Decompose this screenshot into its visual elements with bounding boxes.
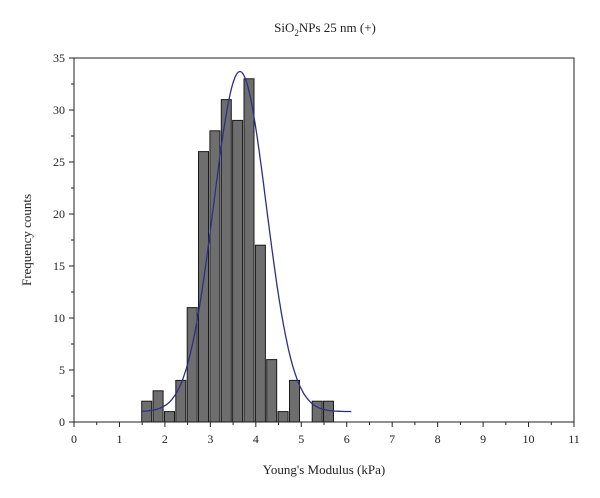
bar-10 <box>254 244 266 423</box>
y-axis: 0 5 10 15 20 25 30 35 <box>53 51 74 429</box>
y-tick-label: 5 <box>59 363 65 377</box>
plot-frame <box>73 57 575 423</box>
y-tick-label: 30 <box>53 103 65 117</box>
bar-16 <box>323 400 334 423</box>
bar-13 <box>289 379 300 423</box>
x-tick-label: 5 <box>298 432 304 446</box>
x-tick-label: 8 <box>435 432 441 446</box>
bar-15 <box>311 400 323 423</box>
x-axis-title: Young's Modulus (kPa) <box>263 462 385 477</box>
bar-11 <box>266 359 278 423</box>
bars-group <box>141 78 334 423</box>
bar-2 <box>164 411 175 423</box>
x-tick-label: 6 <box>344 432 350 446</box>
y-axis-title: Frequency counts <box>19 194 34 286</box>
x-tick-label: 9 <box>480 432 486 446</box>
x-tick-label: 0 <box>71 432 77 446</box>
y-tick-label: 0 <box>59 415 65 429</box>
bar-3 <box>175 379 187 423</box>
bar-6 <box>209 130 221 423</box>
y-tick-label: 35 <box>53 51 65 65</box>
x-tick-label: 7 <box>389 432 395 446</box>
x-tick-label: 3 <box>207 432 213 446</box>
x-tick-label: 1 <box>116 432 122 446</box>
bar-7 <box>220 99 232 423</box>
y-tick-label: 10 <box>53 311 65 325</box>
y-tick-label: 20 <box>53 207 65 221</box>
x-tick-label: 4 <box>253 432 259 446</box>
gaussian-fit-curve <box>142 70 352 413</box>
bar-5 <box>198 151 209 423</box>
bar-8 <box>232 119 244 423</box>
y-tick-label: 25 <box>53 155 65 169</box>
x-axis: 0 1 2 3 4 5 6 7 8 9 10 11 <box>71 422 580 446</box>
bar-9 <box>243 78 255 423</box>
bar-1 <box>152 390 164 423</box>
x-tick-label: 11 <box>568 432 580 446</box>
y-tick-label: 15 <box>53 259 65 273</box>
x-tick-label: 2 <box>162 432 168 446</box>
chart-title: SiO2NPs 25 nm (+) <box>274 20 376 38</box>
bar-12 <box>277 411 289 423</box>
x-tick-label: 10 <box>523 432 535 446</box>
